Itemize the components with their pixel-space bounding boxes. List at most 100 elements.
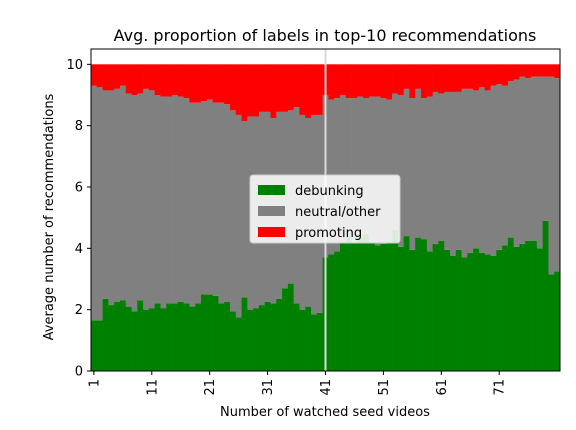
bar-debunking-65 <box>461 257 468 371</box>
legend-box <box>249 174 401 244</box>
bar-debunking-60 <box>432 243 439 371</box>
bar-debunking-35 <box>287 283 294 371</box>
bar-debunking-54 <box>397 246 405 371</box>
bar-promoting-23 <box>218 64 225 103</box>
bar-promoting-77 <box>531 64 538 77</box>
bar-promoting-19 <box>195 64 202 103</box>
bar-promoting-6 <box>119 64 127 86</box>
bar-neutral-other-45 <box>345 98 352 237</box>
bar-neutral-other-6 <box>119 85 127 301</box>
bar-promoting-27 <box>241 64 248 122</box>
bar-promoting-22 <box>212 64 219 103</box>
bar-neutral-other-66 <box>467 88 474 253</box>
bar-promoting-21 <box>206 64 213 100</box>
bar-debunking-44 <box>339 242 347 371</box>
bar-debunking-22 <box>212 295 219 371</box>
bar-promoting-52 <box>386 64 393 100</box>
x-tick-label: 31 <box>261 379 276 396</box>
bar-debunking-48 <box>363 234 370 371</box>
bar-promoting-11 <box>148 64 156 91</box>
bar-promoting-17 <box>183 64 190 99</box>
bar-promoting-66 <box>467 64 474 89</box>
bar-debunking-23 <box>218 303 225 371</box>
bar-promoting-80 <box>548 64 555 77</box>
bar-neutral-other-54 <box>397 95 405 247</box>
bar-neutral-other-3 <box>102 90 109 299</box>
y-tick-label: 8 <box>75 119 83 134</box>
x-axis-label: Number of watched seed videos <box>220 405 430 420</box>
bar-debunking-28 <box>247 309 254 371</box>
bar-promoting-12 <box>154 64 161 95</box>
bar-neutral-other-22 <box>212 102 219 296</box>
bar-neutral-other-44 <box>339 95 347 243</box>
bar-neutral-other-1 <box>91 85 98 321</box>
bar-debunking-75 <box>519 243 526 371</box>
bar-promoting-70 <box>490 64 497 86</box>
bar-neutral-other-71 <box>496 84 503 250</box>
bar-promoting-42 <box>328 64 335 100</box>
bar-promoting-30 <box>258 64 266 112</box>
bar-debunking-29 <box>253 308 260 371</box>
bar-neutral-other-20 <box>201 101 208 295</box>
bar-promoting-14 <box>166 64 173 97</box>
legend-label-promoting: promoting <box>295 226 362 241</box>
bar-promoting-45 <box>345 64 352 99</box>
bar-debunking-19 <box>195 303 202 371</box>
bar-promoting-34 <box>282 64 289 112</box>
bar-debunking-7 <box>125 306 132 371</box>
bar-debunking-74 <box>513 246 520 371</box>
bar-debunking-6 <box>119 300 127 371</box>
bar-promoting-64 <box>455 64 462 92</box>
bar-neutral-other-62 <box>444 91 451 250</box>
y-tick-label: 0 <box>75 365 83 380</box>
bar-debunking-45 <box>345 236 352 371</box>
bar-debunking-8 <box>131 311 138 371</box>
bar-debunking-20 <box>201 294 208 371</box>
bar-promoting-61 <box>438 64 445 94</box>
bar-debunking-67 <box>473 248 480 371</box>
bar-promoting-38 <box>305 64 312 118</box>
bar-debunking-27 <box>241 297 248 371</box>
bar-neutral-other-21 <box>206 99 213 295</box>
bar-debunking-39 <box>311 314 318 371</box>
bar-neutral-other-58 <box>421 98 428 240</box>
bar-promoting-74 <box>513 64 520 80</box>
bar-neutral-other-23 <box>218 102 225 304</box>
bar-neutral-other-49 <box>368 96 376 243</box>
x-tick-label: 11 <box>145 379 160 396</box>
bar-debunking-80 <box>548 274 555 371</box>
bar-neutral-other-55 <box>403 88 410 237</box>
bar-debunking-38 <box>305 306 312 371</box>
bar-promoting-36 <box>293 64 300 108</box>
bar-neutral-other-24 <box>224 104 231 302</box>
bar-debunking-16 <box>177 302 184 371</box>
bar-promoting-60 <box>432 64 439 92</box>
bar-promoting-55 <box>403 64 410 89</box>
bar-debunking-5 <box>114 302 121 371</box>
bar-debunking-25 <box>229 311 237 371</box>
bar-debunking-4 <box>108 305 115 371</box>
bar-promoting-40 <box>316 64 323 115</box>
x-tick-label: 71 <box>493 379 508 396</box>
bar-debunking-43 <box>334 251 341 371</box>
bar-neutral-other-46 <box>351 98 358 243</box>
bar-promoting-10 <box>143 64 150 89</box>
bar-promoting-3 <box>102 64 109 91</box>
bar-neutral-other-67 <box>473 90 480 249</box>
bar-neutral-other-10 <box>143 88 150 310</box>
bar-neutral-other-61 <box>438 93 445 241</box>
bar-promoting-46 <box>351 64 358 99</box>
bar-neutral-other-15 <box>172 95 179 304</box>
bar-debunking-62 <box>444 249 451 371</box>
x-tick-label: 51 <box>377 379 392 396</box>
bar-promoting-4 <box>108 64 115 91</box>
bar-promoting-2 <box>96 64 103 88</box>
x-tick-label: 21 <box>203 379 218 396</box>
bar-promoting-25 <box>229 64 237 111</box>
bar-promoting-48 <box>363 64 370 99</box>
y-axis: 0 2 4 6 8 10 <box>66 58 91 380</box>
bar-neutral-other-79 <box>542 76 549 221</box>
bar-neutral-other-4 <box>108 90 115 306</box>
bar-debunking-1 <box>91 320 98 371</box>
bar-promoting-29 <box>253 64 260 117</box>
